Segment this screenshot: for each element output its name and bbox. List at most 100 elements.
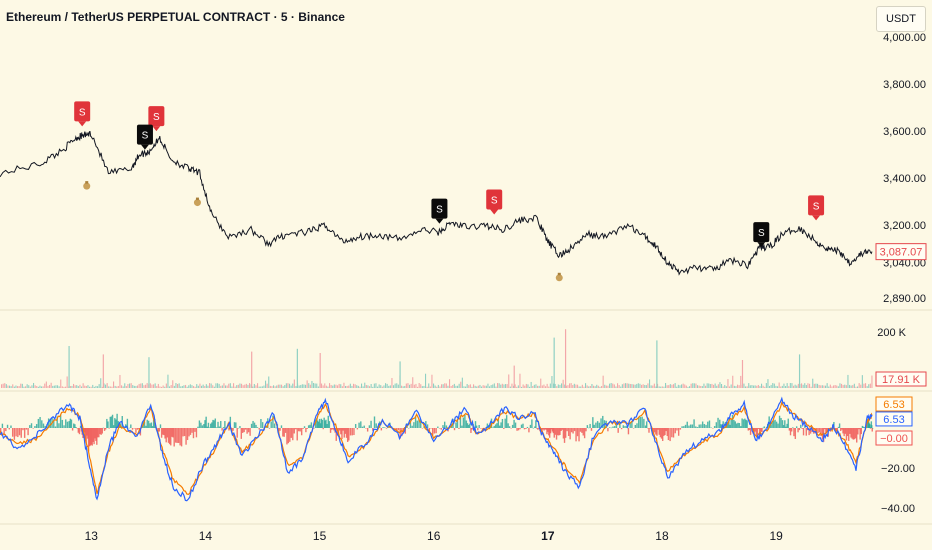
histogram-bar	[784, 420, 786, 428]
histogram-bar	[793, 428, 795, 437]
volume-bar	[722, 386, 724, 388]
histogram-bar	[771, 421, 773, 428]
volume-bar	[12, 384, 14, 388]
histogram-bar	[659, 428, 662, 438]
histogram-bar	[456, 418, 459, 428]
histogram-bar	[37, 418, 40, 428]
histogram-bar	[701, 421, 704, 428]
volume-bar	[797, 383, 799, 388]
histogram-bar	[102, 427, 105, 429]
histogram-bar	[211, 422, 213, 428]
histogram-bar	[3, 428, 5, 436]
volume-bar	[538, 385, 540, 388]
histogram-bar	[812, 428, 815, 434]
histogram-bar	[622, 425, 625, 428]
histogram-bar	[696, 427, 699, 428]
volume-bar	[754, 385, 756, 388]
money-bag-icon	[193, 197, 201, 207]
volume-bar	[298, 385, 300, 388]
time-axis-label: 16	[427, 529, 441, 543]
histogram-bar	[346, 428, 349, 442]
volume-bar	[853, 383, 855, 388]
histogram-bar	[343, 428, 345, 438]
histogram-bar	[794, 428, 797, 439]
buy-signal-marker-label: S	[436, 205, 443, 216]
price-tick-label: 3,400.00	[883, 173, 926, 185]
volume-bar	[756, 385, 758, 388]
histogram-bar	[84, 428, 87, 440]
histogram-bar	[165, 428, 167, 443]
volume-bar	[828, 386, 830, 388]
oscillator-value-tag	[875, 396, 913, 412]
histogram-bar	[95, 428, 97, 441]
histogram-bar	[624, 425, 626, 428]
volume-bar	[159, 386, 161, 388]
volume-spike	[553, 337, 555, 388]
volume-bar	[220, 385, 222, 388]
histogram-bar	[32, 428, 34, 429]
histogram-bar	[342, 428, 344, 431]
histogram-bar	[275, 427, 277, 429]
volume-bar	[116, 386, 118, 388]
volume-bar	[735, 386, 737, 388]
histogram-bar	[77, 428, 80, 433]
histogram-bar	[477, 428, 479, 431]
volume-bar	[695, 383, 697, 388]
volume-bar	[509, 386, 511, 388]
histogram-bar	[435, 428, 437, 434]
histogram-bar	[299, 428, 301, 432]
volume-bar	[421, 386, 423, 388]
volume-bar	[604, 384, 606, 388]
histogram-bar	[461, 425, 463, 428]
volume-bar	[743, 383, 745, 388]
volume-bar	[585, 383, 587, 388]
volume-bar	[196, 384, 198, 388]
volume-bar	[205, 384, 207, 388]
currency-selector[interactable]: USDT	[876, 6, 926, 32]
volume-bar	[489, 386, 491, 388]
histogram-bar	[572, 428, 574, 434]
volume-bar	[807, 383, 809, 388]
histogram-bar	[686, 421, 688, 428]
histogram-bar	[74, 424, 76, 428]
volume-bar	[437, 384, 439, 388]
volume-bar	[681, 384, 683, 388]
histogram-bar	[667, 428, 670, 441]
buy-signal-marker	[431, 198, 448, 219]
histogram-bar	[59, 414, 62, 428]
volume-bar	[237, 384, 239, 388]
volume-bar	[866, 386, 868, 388]
histogram-bar	[719, 419, 721, 428]
volume-bar	[393, 385, 395, 388]
histogram-bar	[252, 420, 254, 428]
volume-bar	[805, 384, 807, 388]
histogram-bar	[735, 423, 738, 428]
histogram-bar	[249, 428, 251, 436]
histogram-bar	[526, 426, 529, 428]
volume-bar	[785, 386, 787, 388]
histogram-bar	[89, 428, 92, 446]
histogram-bar	[440, 428, 442, 430]
volume-bar	[410, 383, 412, 388]
volume-bar	[540, 378, 542, 388]
histogram-bar	[602, 415, 604, 428]
volume-bar	[202, 384, 204, 388]
oscillator-signal-line	[0, 401, 873, 496]
sell-signal-marker-label: S	[813, 201, 820, 212]
volume-bar	[276, 385, 278, 388]
histogram-bar	[655, 428, 657, 435]
histogram-bar	[200, 422, 202, 428]
sell-signal-marker-label: S	[491, 196, 498, 207]
volume-bar	[599, 386, 601, 388]
volume-bar	[618, 385, 620, 388]
histogram-bar	[689, 424, 692, 428]
histogram-bar	[511, 424, 514, 428]
volume-bar	[79, 384, 81, 388]
sell-signal-marker-label: S	[153, 112, 160, 123]
histogram-bar	[474, 421, 477, 428]
histogram-bar	[479, 428, 482, 429]
histogram-bar	[519, 428, 521, 430]
volume-bar	[804, 383, 806, 388]
volume-bar	[266, 383, 268, 388]
